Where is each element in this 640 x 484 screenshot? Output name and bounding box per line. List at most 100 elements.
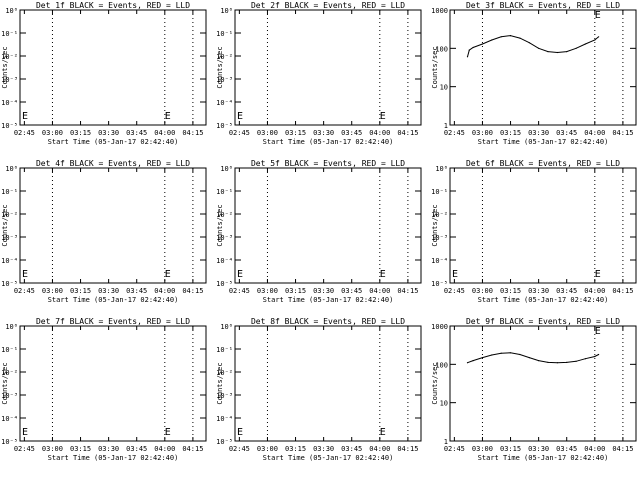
y-tick-label: 10⁻² bbox=[216, 369, 233, 377]
det-4-panel: Det 4f BLACK = Events, RED = LLD 02:45 03:… bbox=[1, 159, 207, 304]
x-tick-label: 03:00 bbox=[472, 445, 493, 453]
x-tick-label: 03:45 bbox=[341, 445, 362, 453]
x-tick-label: 02:45 bbox=[229, 445, 250, 453]
x-tick-label: 04:00 bbox=[369, 129, 390, 137]
x-tick-label: 04:15 bbox=[397, 287, 418, 295]
y-tick-label: 10⁰ bbox=[435, 165, 448, 173]
x-tick-label: 03:45 bbox=[126, 129, 147, 137]
x-tick-label: 02:45 bbox=[229, 129, 250, 137]
x-tick-label: 02:45 bbox=[14, 287, 35, 295]
data-point bbox=[472, 360, 474, 362]
data-point bbox=[584, 43, 587, 45]
event-marker: E bbox=[380, 427, 386, 438]
y-tick-label: 10⁻³ bbox=[1, 392, 18, 400]
x-tick-label: 04:15 bbox=[182, 129, 203, 137]
y-tick-label: 10⁻⁵ bbox=[216, 438, 233, 446]
panel-title: Det 4f BLACK = Events, RED = LLD bbox=[36, 159, 190, 168]
y-tick-label: 10⁻² bbox=[216, 53, 233, 61]
x-tick-label: 04:15 bbox=[397, 129, 418, 137]
event-rate-line bbox=[467, 352, 599, 364]
x-tick-label: 03:00 bbox=[472, 129, 493, 137]
data-point bbox=[594, 39, 596, 41]
y-tick-label: 10⁻⁴ bbox=[1, 257, 18, 265]
panel-title: Det 2f BLACK = Events, RED = LLD bbox=[251, 1, 405, 10]
panel-title: Det 5f BLACK = Events, RED = LLD bbox=[251, 159, 405, 168]
data-point bbox=[594, 355, 596, 358]
data-point bbox=[528, 357, 530, 359]
det-5-panel: Det 5f BLACK = Events, RED = LLD 02:45 03:… bbox=[216, 159, 422, 304]
y-tick-label: 10⁻⁴ bbox=[1, 415, 18, 423]
y-tick-label: 1 bbox=[444, 122, 448, 130]
x-tick-label: 03:30 bbox=[528, 287, 549, 295]
event-marker: E bbox=[165, 269, 171, 280]
y-tick-label: 10⁻⁵ bbox=[431, 280, 448, 288]
event-marker: E bbox=[22, 269, 28, 280]
det-2-panel: Det 2f BLACK = Events, RED = LLD 02:45 03:… bbox=[216, 1, 422, 146]
y-axis-label: Counts/sec bbox=[1, 204, 9, 246]
data-point bbox=[575, 360, 577, 362]
x-tick-label: 02:45 bbox=[229, 287, 250, 295]
x-axis-label: Start Time (05-Jan-17 02:42:40) bbox=[48, 138, 179, 146]
event-marker: E bbox=[165, 427, 171, 438]
event-marker: E bbox=[237, 111, 243, 122]
y-tick-label: 10⁻⁴ bbox=[216, 257, 233, 265]
x-tick-label: 03:30 bbox=[313, 129, 334, 137]
y-tick-label: 10⁻⁵ bbox=[216, 280, 233, 288]
y-tick-label: 10⁻² bbox=[1, 369, 18, 377]
event-marker: E bbox=[452, 269, 458, 280]
x-tick-label: 04:00 bbox=[369, 287, 390, 295]
x-tick-label: 03:30 bbox=[528, 129, 549, 137]
y-tick-label: 10 bbox=[440, 400, 448, 408]
panel-title: Det 8f BLACK = Events, RED = LLD bbox=[251, 317, 405, 326]
x-tick-label: 03:15 bbox=[285, 129, 306, 137]
y-tick-label: 10⁻¹ bbox=[1, 346, 18, 354]
x-tick-label: 03:30 bbox=[98, 129, 119, 137]
x-tick-label: 04:00 bbox=[154, 287, 175, 295]
x-tick-label: 04:15 bbox=[182, 287, 203, 295]
x-tick-label: 03:45 bbox=[556, 287, 577, 295]
y-tick-label: 10⁻⁵ bbox=[216, 122, 233, 130]
data-point bbox=[584, 358, 587, 360]
x-tick-label: 03:30 bbox=[98, 287, 119, 295]
data-point bbox=[556, 362, 559, 364]
x-tick-label: 02:45 bbox=[444, 287, 465, 295]
y-tick-label: 10⁰ bbox=[5, 323, 18, 331]
y-axis-label: Counts/sec bbox=[431, 362, 439, 404]
plot-frame bbox=[234, 325, 422, 442]
plot-frame bbox=[234, 167, 422, 284]
event-marker: E bbox=[595, 326, 601, 337]
x-tick-label: 04:00 bbox=[584, 129, 605, 137]
y-tick-label: 10 bbox=[440, 84, 448, 92]
y-tick-label: 10⁻³ bbox=[431, 234, 448, 242]
plot-frame bbox=[449, 9, 637, 126]
y-tick-label: 10⁰ bbox=[220, 323, 233, 331]
x-tick-label: 04:00 bbox=[154, 445, 175, 453]
x-tick-label: 03:45 bbox=[341, 287, 362, 295]
y-tick-label: 10⁰ bbox=[220, 165, 233, 173]
data-point bbox=[509, 35, 512, 37]
x-tick-label: 03:00 bbox=[257, 287, 278, 295]
data-point bbox=[468, 49, 470, 51]
x-axis-label: Start Time (05-Jan-17 02:42:40) bbox=[48, 296, 179, 304]
x-tick-label: 03:00 bbox=[42, 287, 63, 295]
x-tick-label: 04:15 bbox=[397, 445, 418, 453]
x-tick-label: 03:45 bbox=[556, 129, 577, 137]
x-tick-label: 03:45 bbox=[341, 129, 362, 137]
plot-frame bbox=[234, 9, 422, 126]
y-axis-label: Counts/sec bbox=[431, 46, 439, 88]
y-tick-label: 100 bbox=[435, 45, 448, 53]
y-tick-label: 10⁰ bbox=[5, 165, 18, 173]
event-marker: E bbox=[22, 427, 28, 438]
panel-title: Det 6f BLACK = Events, RED = LLD bbox=[466, 159, 620, 168]
x-tick-label: 03:30 bbox=[528, 445, 549, 453]
panel-title: Det 7f BLACK = Events, RED = LLD bbox=[36, 317, 190, 326]
event-marker: E bbox=[237, 269, 243, 280]
x-tick-label: 02:45 bbox=[444, 129, 465, 137]
x-tick-label: 03:00 bbox=[257, 445, 278, 453]
data-point bbox=[547, 51, 549, 53]
data-point bbox=[491, 39, 493, 41]
y-tick-label: 10⁻³ bbox=[216, 76, 233, 84]
x-tick-label: 03:15 bbox=[500, 445, 521, 453]
x-tick-label: 03:00 bbox=[42, 129, 63, 137]
